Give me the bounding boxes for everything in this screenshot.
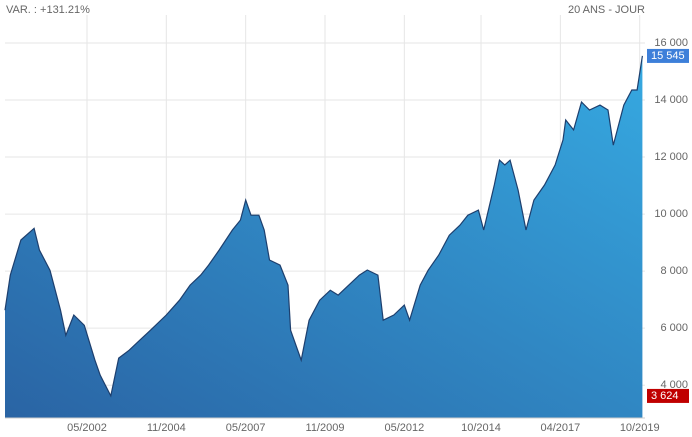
- x-tick-label: 11/2009: [306, 422, 345, 434]
- x-tick-label: 10/2014: [461, 422, 501, 434]
- value-label: 3 624: [651, 390, 679, 402]
- x-tick-label: 05/2002: [67, 422, 107, 434]
- y-tick-label: 16 000: [654, 37, 688, 49]
- y-tick-label: 10 000: [654, 208, 688, 220]
- variation: VAR. : +131.21%: [6, 4, 90, 16]
- y-tick-label: 4 000: [660, 379, 688, 391]
- value-badge: [647, 48, 689, 63]
- value-label: 15 545: [651, 50, 685, 62]
- y-tick-label: 14 000: [654, 94, 688, 106]
- value-badge: [647, 388, 689, 403]
- y-tick-label: 6 000: [660, 322, 688, 334]
- y-tick-label: 12 000: [654, 151, 688, 163]
- x-tick-label: 05/2007: [226, 422, 266, 434]
- x-tick-label: 11/2004: [147, 422, 186, 434]
- x-tick-label: 04/2017: [540, 422, 580, 434]
- x-tick-label: 10/2019: [620, 422, 660, 434]
- line: [4, 55, 643, 398]
- y-tick-label: 8 000: [660, 265, 688, 277]
- x-tick-label: 05/2012: [384, 422, 424, 434]
- area: [5, 55, 643, 419]
- period: 20 ANS - JOUR: [568, 4, 645, 16]
